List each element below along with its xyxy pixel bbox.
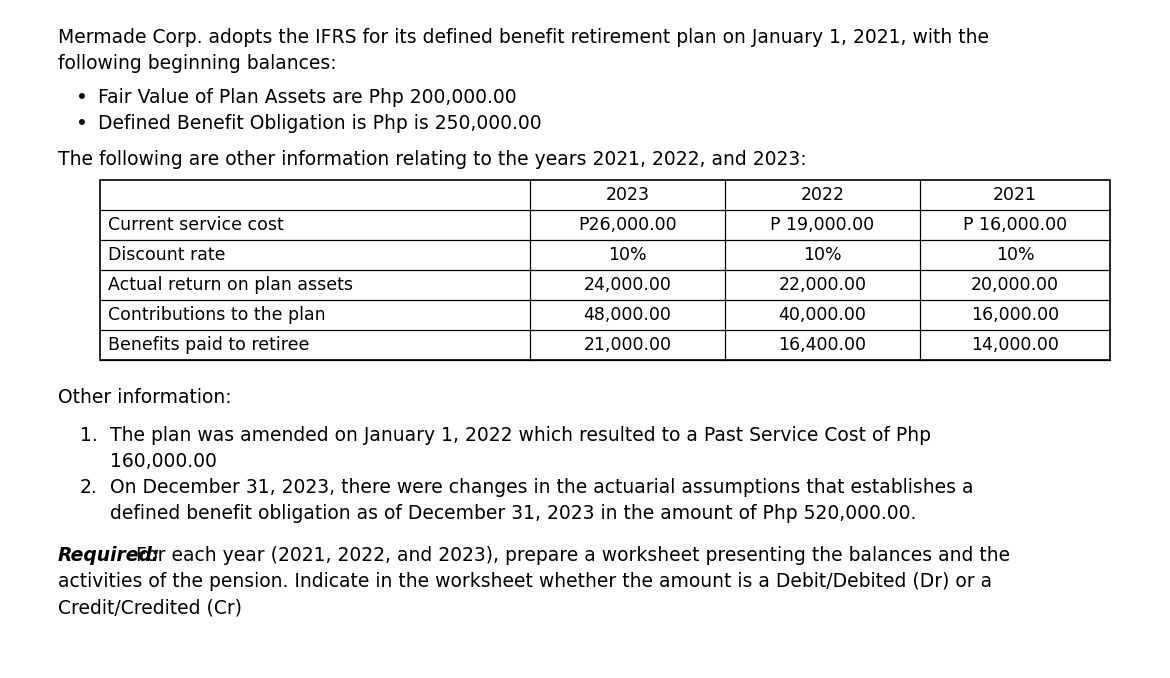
- Text: Required:: Required:: [58, 546, 160, 565]
- Text: P26,000.00: P26,000.00: [578, 216, 676, 234]
- Text: 40,000.00: 40,000.00: [778, 306, 867, 324]
- Text: 2023: 2023: [606, 186, 649, 204]
- Text: Discount rate: Discount rate: [108, 246, 226, 264]
- Text: 2021: 2021: [993, 186, 1037, 204]
- Text: 1.: 1.: [80, 426, 98, 445]
- Text: Fair Value of Plan Assets are Php 200,000.00: Fair Value of Plan Assets are Php 200,00…: [98, 88, 517, 107]
- Text: 16,400.00: 16,400.00: [778, 336, 867, 354]
- Text: 2.: 2.: [80, 478, 98, 497]
- Text: On December 31, 2023, there were changes in the actuarial assumptions that estab: On December 31, 2023, there were changes…: [110, 478, 973, 497]
- Text: activities of the pension. Indicate in the worksheet whether the amount is a Deb: activities of the pension. Indicate in t…: [58, 572, 992, 591]
- Text: 24,000.00: 24,000.00: [584, 276, 672, 294]
- Text: 22,000.00: 22,000.00: [778, 276, 867, 294]
- Text: •: •: [76, 114, 88, 133]
- Text: Actual return on plan assets: Actual return on plan assets: [108, 276, 353, 294]
- Text: •: •: [76, 88, 88, 107]
- Text: Benefits paid to retiree: Benefits paid to retiree: [108, 336, 309, 354]
- Text: 20,000.00: 20,000.00: [971, 276, 1059, 294]
- Text: The following are other information relating to the years 2021, 2022, and 2023:: The following are other information rela…: [58, 150, 806, 169]
- Text: 10%: 10%: [803, 246, 841, 264]
- Text: 2022: 2022: [800, 186, 845, 204]
- Text: 16,000.00: 16,000.00: [971, 306, 1059, 324]
- Text: For each year (2021, 2022, and 2023), prepare a worksheet presenting the balance: For each year (2021, 2022, and 2023), pr…: [130, 546, 1010, 565]
- Text: 21,000.00: 21,000.00: [584, 336, 672, 354]
- Text: 10%: 10%: [996, 246, 1034, 264]
- Text: 10%: 10%: [608, 246, 647, 264]
- Bar: [99, 180, 1110, 360]
- Text: Other information:: Other information:: [58, 388, 232, 407]
- Text: P 19,000.00: P 19,000.00: [770, 216, 874, 234]
- Text: 14,000.00: 14,000.00: [971, 336, 1059, 354]
- Text: defined benefit obligation as of December 31, 2023 in the amount of Php 520,000.: defined benefit obligation as of Decembe…: [110, 504, 916, 523]
- Text: Contributions to the plan: Contributions to the plan: [108, 306, 325, 324]
- Text: Mermade Corp. adopts the IFRS for its defined benefit retirement plan on January: Mermade Corp. adopts the IFRS for its de…: [58, 28, 989, 47]
- Text: Credit/Credited (Cr): Credit/Credited (Cr): [58, 598, 242, 617]
- Text: P 16,000.00: P 16,000.00: [963, 216, 1067, 234]
- Text: Defined Benefit Obligation is Php is 250,000.00: Defined Benefit Obligation is Php is 250…: [98, 114, 542, 133]
- Text: 48,000.00: 48,000.00: [584, 306, 672, 324]
- Text: 160,000.00: 160,000.00: [110, 452, 216, 471]
- Text: following beginning balances:: following beginning balances:: [58, 54, 337, 73]
- Text: Current service cost: Current service cost: [108, 216, 284, 234]
- Text: The plan was amended on January 1, 2022 which resulted to a Past Service Cost of: The plan was amended on January 1, 2022 …: [110, 426, 931, 445]
